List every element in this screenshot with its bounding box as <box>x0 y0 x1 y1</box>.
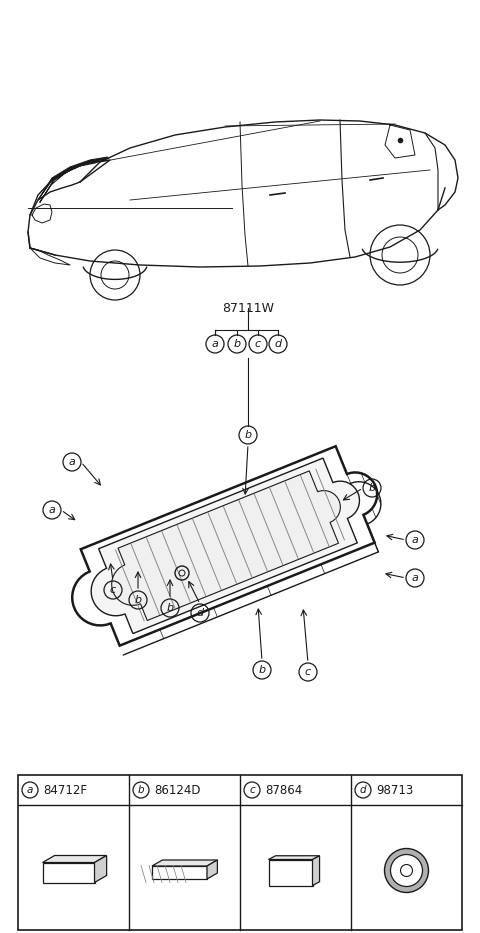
Text: b: b <box>134 595 142 605</box>
Text: a: a <box>69 457 75 467</box>
Text: d: d <box>196 608 204 618</box>
Polygon shape <box>43 856 107 862</box>
Polygon shape <box>268 856 320 859</box>
Text: 87111W: 87111W <box>222 301 274 314</box>
Polygon shape <box>43 862 95 883</box>
Polygon shape <box>312 856 320 885</box>
Polygon shape <box>112 471 340 620</box>
Text: d: d <box>275 339 282 349</box>
Text: c: c <box>249 785 255 795</box>
Text: b: b <box>258 665 265 675</box>
Polygon shape <box>95 856 107 883</box>
Text: a: a <box>212 339 218 349</box>
Polygon shape <box>38 157 108 200</box>
Text: c: c <box>110 585 116 595</box>
Circle shape <box>400 865 412 876</box>
Polygon shape <box>152 866 207 879</box>
Text: 87864: 87864 <box>265 784 302 797</box>
Text: a: a <box>48 505 55 515</box>
Circle shape <box>391 855 422 886</box>
Text: b: b <box>167 603 174 613</box>
Polygon shape <box>207 860 217 879</box>
Text: 86124D: 86124D <box>154 784 201 797</box>
Text: c: c <box>305 667 311 677</box>
Text: a: a <box>411 535 419 545</box>
Text: a: a <box>411 573 419 583</box>
Text: b: b <box>233 339 240 349</box>
Polygon shape <box>268 859 312 885</box>
Text: b: b <box>244 430 252 440</box>
Text: c: c <box>255 339 261 349</box>
Text: a: a <box>27 785 33 795</box>
Polygon shape <box>91 458 360 634</box>
Text: 98713: 98713 <box>376 784 413 797</box>
Text: b: b <box>369 483 375 493</box>
Text: b: b <box>138 785 144 795</box>
Bar <box>18 775 462 930</box>
Circle shape <box>384 848 429 893</box>
Polygon shape <box>72 446 377 646</box>
Text: 84712F: 84712F <box>43 784 87 797</box>
Text: d: d <box>360 785 366 795</box>
Polygon shape <box>152 860 217 866</box>
